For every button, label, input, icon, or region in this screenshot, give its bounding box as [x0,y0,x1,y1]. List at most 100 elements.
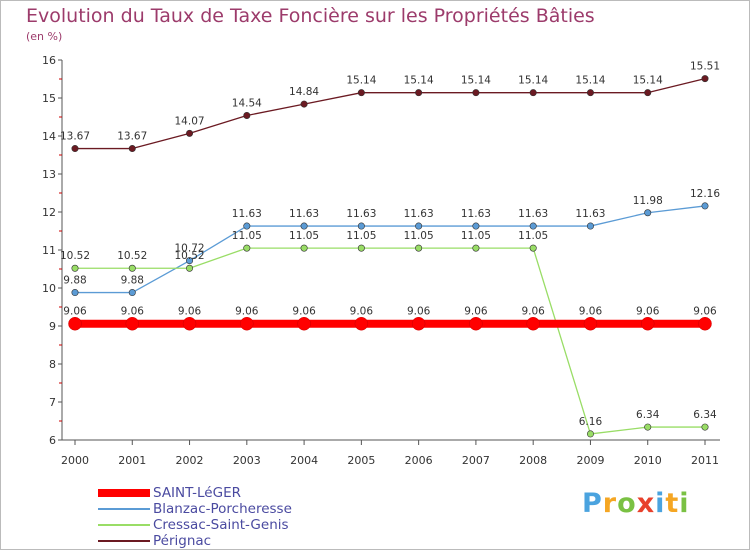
y-tick-label: 6 [49,434,56,447]
data-label: 11.63 [518,208,548,220]
logo-letter: P [582,488,603,519]
data-label: 10.72 [175,243,205,255]
logo-letter: x [636,488,656,519]
data-label: 10.52 [117,250,147,262]
data-label: 9.06 [292,306,316,318]
data-label: 11.63 [575,208,605,220]
data-point [640,316,655,331]
y-tick-label: 9 [49,320,56,333]
data-label: 14.84 [289,86,319,98]
data-label: 11.63 [404,208,434,220]
data-point [529,244,537,252]
logo-letter: i [655,488,666,519]
data-point [71,264,79,272]
y-tick-label: 7 [49,396,56,409]
data-label: 15.14 [518,75,548,87]
data-label: 14.54 [232,97,262,109]
data-label: 9.06 [579,306,603,318]
y-tick-label: 16 [42,54,56,67]
data-point [529,222,537,230]
data-label: 9.06 [636,306,660,318]
legend-label-perignac: Pérignac [153,532,212,549]
data-point [701,423,709,431]
data-label: 13.67 [117,131,147,143]
data-point [357,222,365,230]
series-line [75,205,706,294]
legend-label-cressac: Cressac-Saint-Genis [153,516,289,533]
data-label: 15.14 [404,75,434,87]
data-point [186,257,194,265]
data-point [644,423,652,431]
legend-item-perignac: Pérignac [98,533,292,549]
data-point [415,222,423,230]
data-label: 11.05 [289,230,319,242]
chart-series [68,75,712,438]
data-label: 11.05 [518,230,548,242]
data-point [472,222,480,230]
data-label: 6.16 [579,416,603,428]
data-point [644,89,652,97]
legend-item-cressac: Cressac-Saint-Genis [98,517,292,533]
data-point [701,202,709,210]
legend-swatch-cressac [98,524,150,526]
data-point [586,430,594,438]
legend: SAINT-LéGER Blanzac-Porcheresse Cressac-… [98,485,292,549]
data-point [357,244,365,252]
data-label: 11.63 [461,208,491,220]
data-point [300,222,308,230]
data-point [586,89,594,97]
data-point [182,316,197,331]
legend-swatch-perignac [98,540,150,542]
data-label: 11.63 [289,208,319,220]
y-tick-label: 8 [49,358,56,371]
data-point [243,244,251,252]
x-tick-label: 2009 [576,454,604,467]
data-point [300,244,308,252]
data-point [644,209,652,217]
series-line [75,247,705,435]
data-point [472,89,480,97]
data-point [240,316,254,331]
data-point [128,145,136,153]
data-label: 10.52 [60,250,90,262]
logo-letter: o [617,488,637,519]
data-point [415,89,423,97]
data-label: 9.06 [178,306,202,318]
data-label: 9.06 [350,306,374,318]
x-tick-label: 2007 [462,454,490,467]
data-label: 9.88 [63,275,86,287]
series-line [75,77,706,150]
y-tick-label: 15 [42,92,56,105]
x-tick-label: 2004 [290,454,318,467]
chart-axes: 6 7 8 9 10 11 12 13 14 15 16 2000 2001 2002 2003 2004 20… [42,54,720,467]
data-label: 9.06 [521,306,545,318]
x-tick-label: 2010 [634,454,662,467]
data-label: 11.05 [346,230,376,242]
x-tick-label: 2000 [61,454,89,467]
y-tick-label: 14 [42,130,56,143]
data-point [297,316,311,331]
x-tick-label: 2003 [233,454,261,467]
data-label: 15.14 [575,75,605,87]
data-point [186,129,194,137]
chart-subtitle: (en %) [26,30,63,43]
data-point [354,316,369,331]
data-point [698,316,712,331]
data-point [701,75,709,83]
data-point [128,289,136,297]
y-tick-label: 11 [42,244,56,257]
data-label: 9.06 [235,306,259,318]
legend-label-blanzac: Blanzac-Porcheresse [153,500,292,517]
data-label: 11.63 [232,208,262,220]
data-label: 15.14 [346,75,376,87]
data-label: 15.51 [690,61,720,73]
logo-letter: r [602,488,618,519]
x-tick-label: 2001 [118,454,146,467]
data-point [68,316,82,331]
data-label: 11.63 [346,208,376,220]
x-tick-label: 2005 [347,454,375,467]
y-tick-label: 10 [42,282,56,295]
data-label: 6.34 [636,409,660,421]
logo-letter: t [665,488,680,519]
